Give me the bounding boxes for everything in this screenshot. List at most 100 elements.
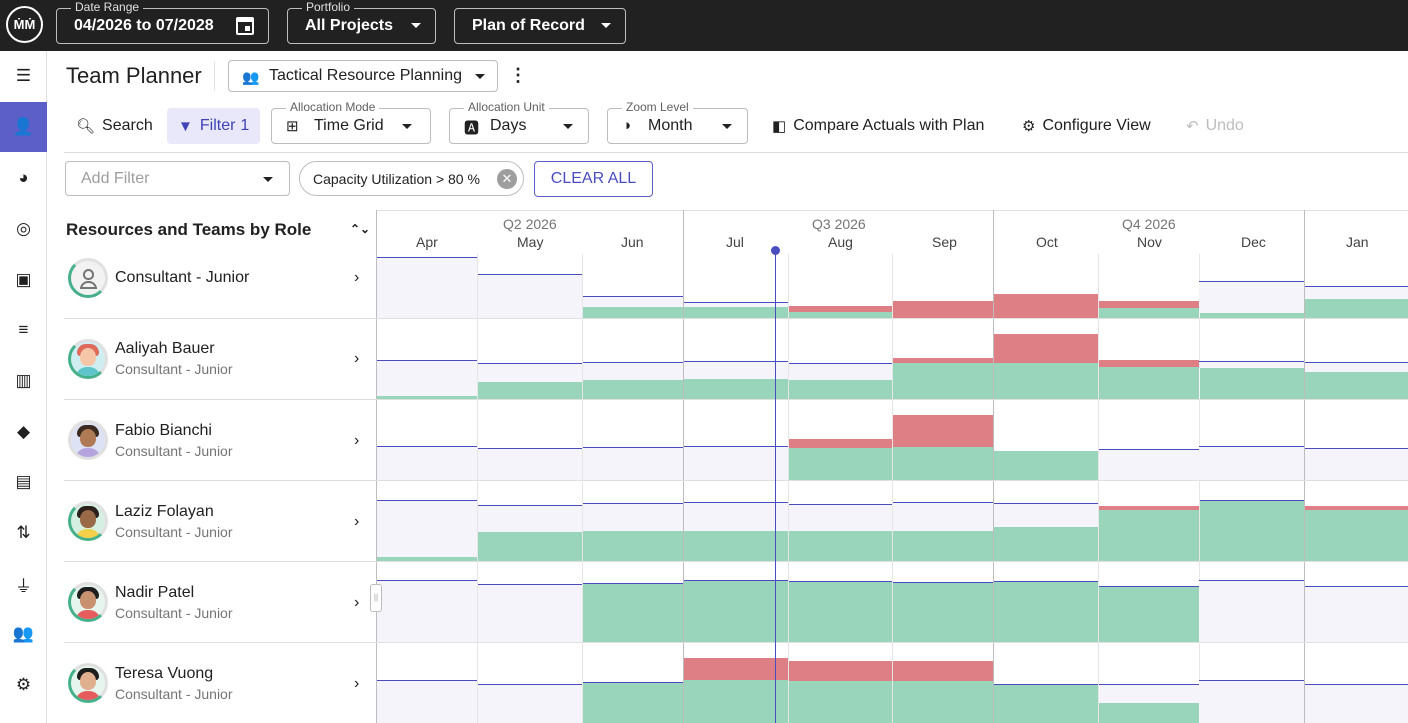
allocation-bar[interactable]: [1099, 703, 1199, 723]
allocation-bar[interactable]: [684, 680, 788, 723]
app-logo-icon[interactable]: ṀṀ: [6, 6, 43, 43]
list-item[interactable]: Laziz Folayan Consultant - Junior ›: [64, 481, 376, 561]
overallocation-bar[interactable]: [1099, 301, 1199, 308]
allocation-bar[interactable]: [994, 581, 1098, 642]
allocation-bar[interactable]: [1305, 372, 1408, 399]
overallocation-bar[interactable]: [1099, 506, 1199, 510]
roadmap-icon[interactable]: ◆: [16, 422, 31, 441]
search-button[interactable]: 🔍︎ Search: [76, 108, 153, 144]
allocation-bar[interactable]: [893, 582, 993, 642]
overallocation-bar[interactable]: [893, 301, 993, 318]
allocation-bar[interactable]: [377, 557, 477, 561]
portfolio-select[interactable]: Portfolio All Projects: [287, 1, 436, 44]
allocation-bar[interactable]: [994, 527, 1098, 561]
allocation-bar[interactable]: [583, 307, 683, 318]
chevron-right-icon[interactable]: ›: [354, 432, 360, 449]
allocation-bar[interactable]: [1200, 368, 1304, 399]
allocation-bar[interactable]: [1305, 299, 1408, 318]
allocation-bar[interactable]: [583, 682, 683, 723]
allocation-bar[interactable]: [994, 363, 1098, 399]
allocation-bar[interactable]: [789, 681, 892, 723]
allocation-bar[interactable]: [1099, 586, 1199, 642]
allocation-bar[interactable]: [377, 396, 477, 399]
allocation-bar[interactable]: [893, 363, 993, 399]
clear-all-button[interactable]: CLEAR ALL: [534, 161, 653, 197]
allocation-bar[interactable]: [583, 583, 683, 642]
undo-button[interactable]: ↶ Undo: [1186, 108, 1244, 144]
settings-gear-icon[interactable]: ⚙: [15, 675, 32, 694]
list-item[interactable]: Consultant - Junior ›: [64, 254, 376, 318]
chevron-right-icon[interactable]: ›: [354, 594, 360, 611]
allocation-bar[interactable]: [789, 380, 892, 399]
people-icon[interactable]: 👥: [12, 624, 35, 643]
overallocation-bar[interactable]: [893, 358, 993, 363]
compare-actuals-button[interactable]: ◧ Compare Actuals with Plan: [772, 108, 984, 144]
overallocation-bar[interactable]: [1305, 506, 1408, 510]
allocation-bar[interactable]: [684, 307, 788, 318]
list-item[interactable]: Nadir Patel Consultant - Junior ›: [64, 562, 376, 642]
resize-handle[interactable]: ||: [370, 584, 382, 612]
more-options-icon[interactable]: ⋮: [509, 65, 527, 85]
allocation-bar[interactable]: [1099, 367, 1199, 399]
allocation-bar[interactable]: [583, 380, 683, 399]
clipboard-icon[interactable]: ▣: [15, 270, 32, 289]
board-icon[interactable]: ▥: [15, 371, 32, 390]
target-icon[interactable]: ◎: [16, 219, 31, 238]
overallocation-bar[interactable]: [994, 334, 1098, 363]
allocation-bar[interactable]: [893, 681, 993, 723]
overallocation-bar[interactable]: [994, 294, 1098, 318]
date-range-select[interactable]: Date Range 04/2026 to 07/2028: [56, 1, 269, 44]
chevron-right-icon[interactable]: ›: [354, 513, 360, 530]
transfer-icon[interactable]: ⇅: [16, 523, 31, 542]
remove-filter-icon[interactable]: ✕: [497, 169, 517, 189]
allocation-bar[interactable]: [789, 581, 892, 642]
chevron-right-icon[interactable]: ›: [354, 350, 360, 367]
allocation-mode-select[interactable]: Allocation Mode ⊞ Time Grid: [271, 101, 431, 144]
allocation-bar[interactable]: [789, 448, 892, 480]
view-select[interactable]: 👥 Tactical Resource Planning: [228, 60, 498, 92]
allocation-bar[interactable]: [684, 531, 788, 561]
allocation-bar[interactable]: [893, 447, 993, 480]
list-icon[interactable]: ≡: [18, 320, 29, 339]
allocation-bar[interactable]: [994, 451, 1098, 480]
document-icon[interactable]: ▤: [15, 472, 32, 491]
overallocation-bar[interactable]: [893, 661, 993, 681]
allocation-bar[interactable]: [1200, 500, 1304, 561]
allocation-bar[interactable]: [789, 312, 892, 318]
allocation-bar[interactable]: [994, 684, 1098, 723]
allocation-bar[interactable]: [684, 580, 788, 642]
allocation-bar[interactable]: [583, 531, 683, 561]
team-planner-icon[interactable]: 👤: [0, 102, 47, 152]
menu-icon[interactable]: ☰: [15, 66, 32, 85]
plan-select[interactable]: Plan of Record: [454, 8, 626, 44]
overallocation-bar[interactable]: [789, 439, 892, 448]
filter-button[interactable]: ▼ Filter 1: [167, 108, 261, 144]
chevron-right-icon[interactable]: ›: [354, 269, 360, 286]
allocation-bar[interactable]: [789, 531, 892, 561]
allocation-bar[interactable]: [478, 532, 582, 561]
allocation-unit-select[interactable]: Allocation Unit 🅰︎ Days: [449, 101, 589, 144]
allocation-bar[interactable]: [1200, 313, 1304, 318]
overallocation-bar[interactable]: [1099, 360, 1199, 367]
list-item[interactable]: Teresa Vuong Consultant - Junior ›: [64, 643, 376, 723]
chevron-right-icon[interactable]: ›: [354, 675, 360, 692]
allocation-bar[interactable]: [1099, 308, 1199, 318]
allocation-bar[interactable]: [478, 382, 582, 399]
allocation-bar[interactable]: [1305, 510, 1408, 561]
collapse-icon[interactable]: ⌃⌄: [350, 222, 371, 236]
overallocation-bar[interactable]: [789, 661, 892, 681]
filter-chip[interactable]: Capacity Utilization > 80 % ✕: [299, 161, 524, 196]
overallocation-bar[interactable]: [684, 658, 788, 680]
list-item[interactable]: Fabio Bianchi Consultant - Junior ›: [64, 400, 376, 480]
calendar-icon[interactable]: [236, 17, 254, 35]
allocation-bar[interactable]: [893, 531, 993, 561]
portfolio-icon[interactable]: ◕: [18, 168, 29, 187]
add-filter-select[interactable]: Add Filter: [65, 161, 290, 196]
overallocation-bar[interactable]: [789, 306, 892, 312]
zoom-level-select[interactable]: Zoom Level ◑ Month: [607, 101, 748, 144]
configure-view-button[interactable]: ⚙ Configure View: [1022, 108, 1151, 144]
plug-icon[interactable]: ⏚: [15, 576, 32, 596]
allocation-bar[interactable]: [684, 379, 788, 399]
overallocation-bar[interactable]: [893, 415, 993, 447]
list-item[interactable]: Aaliyah Bauer Consultant - Junior ›: [64, 319, 376, 399]
